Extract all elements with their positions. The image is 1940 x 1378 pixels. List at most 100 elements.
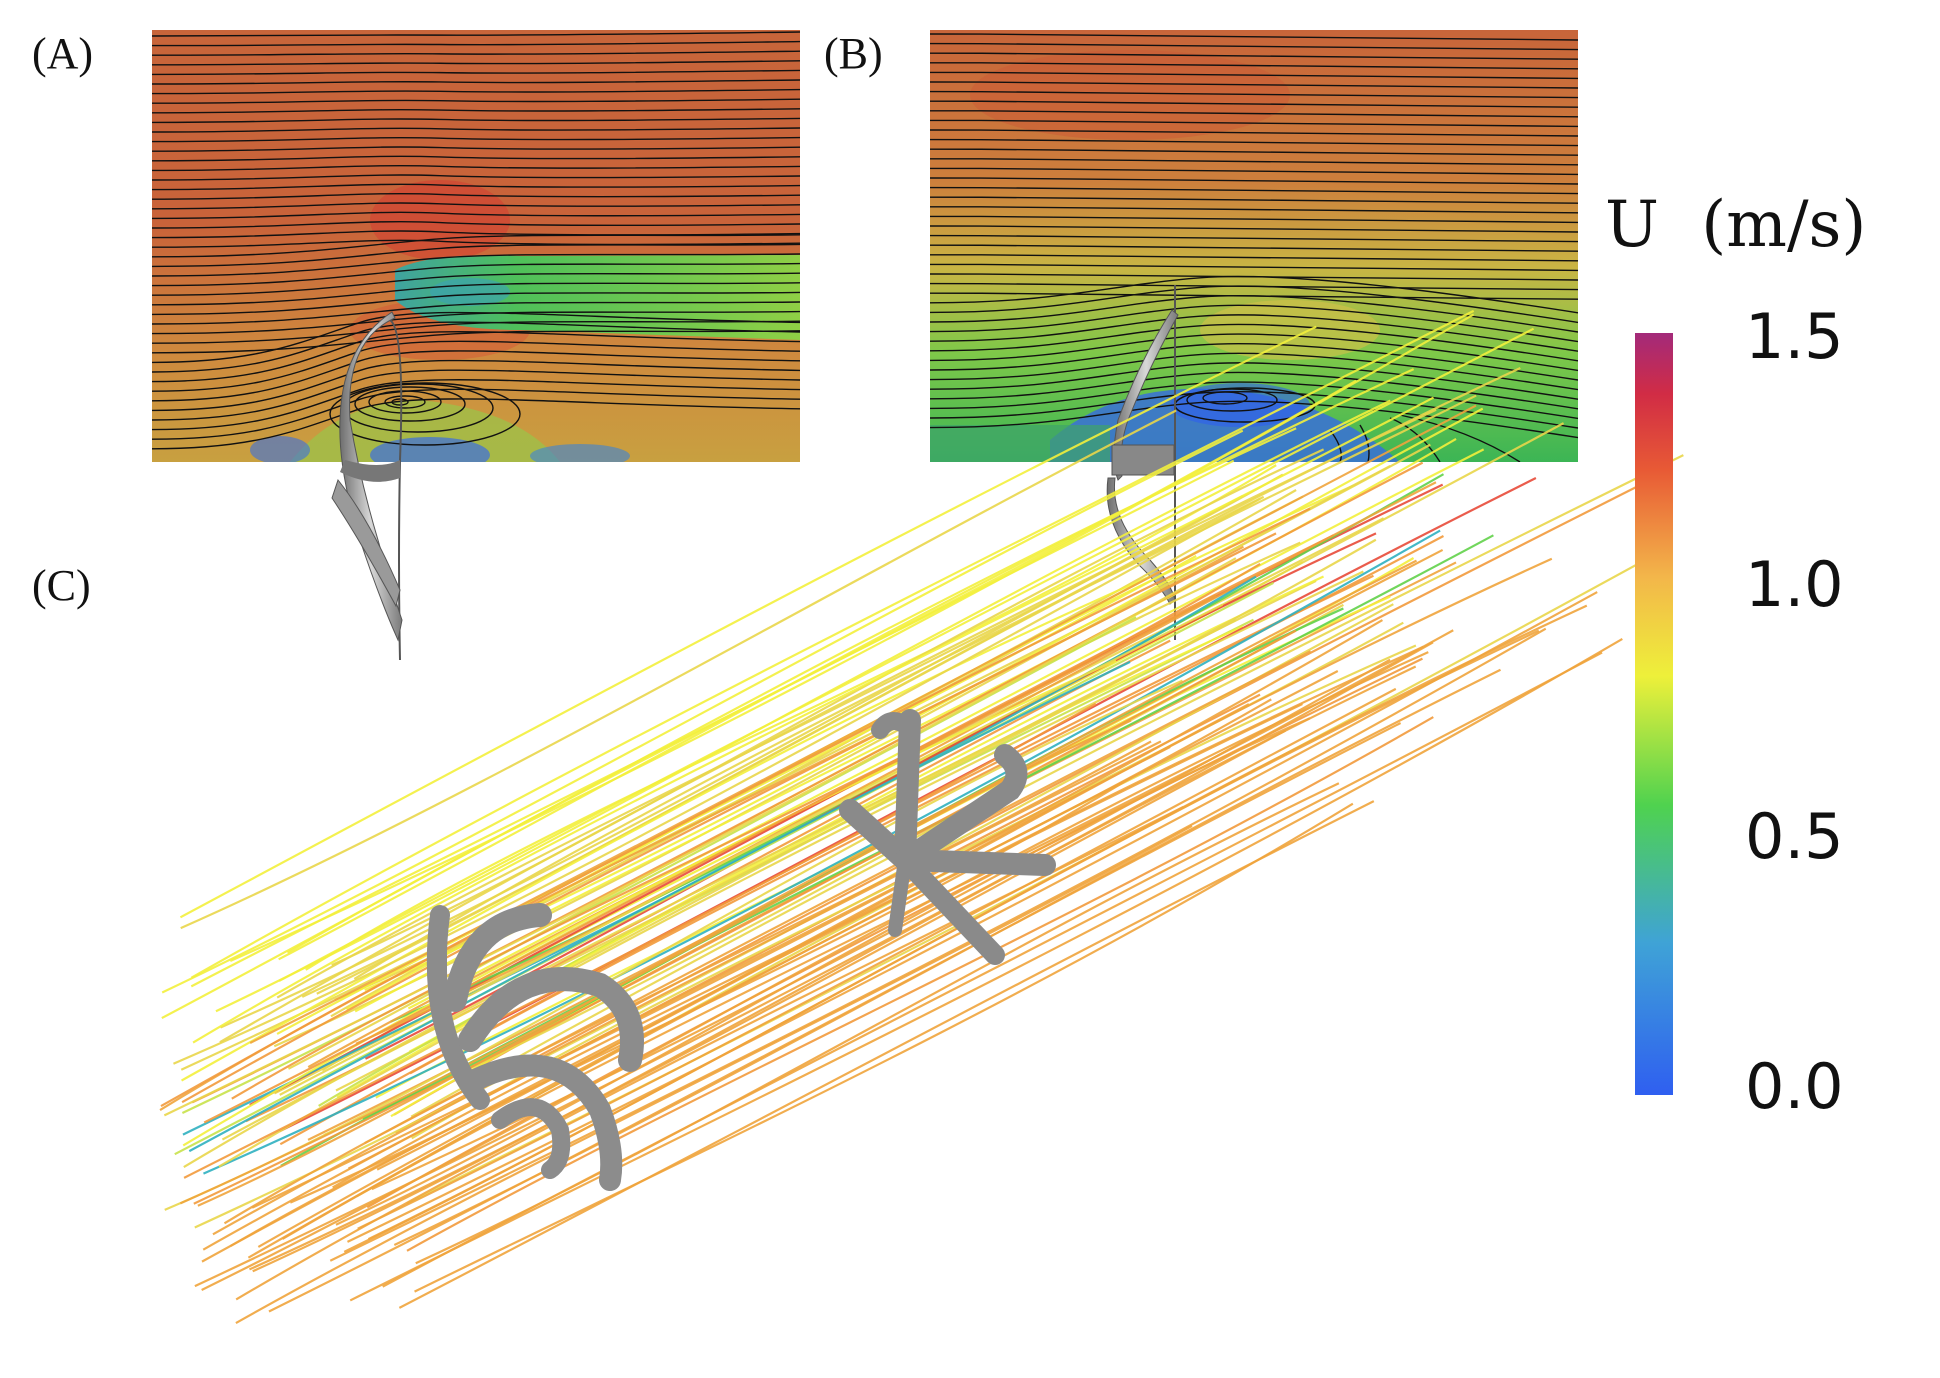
streamline	[930, 100, 1578, 108]
streamline	[278, 327, 1535, 982]
streamline	[152, 136, 800, 143]
streamline	[180, 409, 1177, 930]
streamline	[152, 31, 800, 37]
panel-a-streamlines	[152, 31, 800, 450]
streamline	[930, 81, 1578, 89]
streamline	[152, 146, 800, 152]
streamline	[930, 138, 1578, 147]
streamline	[235, 805, 1184, 1301]
streamline	[930, 254, 1578, 262]
panel-a-field	[152, 30, 800, 462]
streamline	[235, 824, 1193, 1324]
colorbar-title: U (m/s)	[1605, 188, 1866, 262]
streamline	[223, 740, 1152, 1225]
streamline	[219, 408, 1437, 1044]
streamline	[212, 740, 1162, 1236]
streamline	[930, 304, 1578, 343]
colorbar-tick-1-5: 1.5	[1745, 300, 1844, 373]
streamline	[930, 391, 1578, 429]
streamline	[152, 234, 800, 258]
colorbar	[1635, 333, 1673, 1095]
streamline	[152, 243, 800, 268]
streamline	[252, 665, 1417, 1273]
panel-c-pathlines	[159, 309, 1684, 1324]
streamline	[203, 529, 1441, 1175]
streamline	[930, 333, 1578, 372]
streamline	[152, 320, 800, 344]
streamline	[930, 282, 1578, 291]
streamline	[179, 559, 1418, 1205]
streamline	[152, 211, 800, 220]
streamline	[930, 158, 1578, 166]
streamline	[152, 127, 800, 133]
streamline	[335, 717, 1311, 1226]
streamline	[930, 244, 1578, 252]
streamline	[181, 616, 1137, 1114]
panel-label-c: (C)	[32, 561, 91, 610]
streamline	[152, 301, 800, 325]
streamline	[930, 295, 1578, 333]
streamline	[930, 352, 1578, 391]
streamline	[152, 164, 800, 172]
streamline	[152, 174, 800, 181]
streamline	[930, 381, 1578, 420]
colorbar-unit: (m/s)	[1701, 188, 1867, 262]
streamline	[160, 507, 1311, 1108]
streamline	[930, 323, 1578, 362]
streamline	[398, 800, 1375, 1309]
colorbar-tick-0-5: 0.5	[1745, 800, 1844, 873]
streamline	[163, 557, 1237, 1117]
streamline	[930, 285, 1578, 324]
streamline	[181, 572, 1157, 1082]
streamline	[930, 275, 1578, 314]
streamline	[282, 629, 1454, 1240]
streamline	[930, 42, 1578, 51]
streamline	[188, 660, 1131, 1153]
streamline	[193, 629, 1297, 1205]
panel-a-vortex	[329, 382, 521, 446]
streamline	[201, 651, 1429, 1291]
streamline	[152, 369, 800, 421]
streamline	[218, 570, 1364, 1168]
streamline	[930, 186, 1578, 195]
streamline	[182, 659, 1117, 1147]
streamline	[152, 108, 800, 114]
streamline	[152, 79, 800, 85]
streamline	[930, 110, 1578, 118]
streamline	[152, 379, 800, 431]
streamline	[197, 719, 1132, 1207]
streamline	[152, 330, 800, 354]
streamline	[249, 404, 1477, 1044]
streamline	[331, 448, 1325, 967]
streamline	[355, 481, 1437, 1045]
streamline	[930, 129, 1578, 137]
streamline	[220, 494, 1244, 1029]
streamline	[930, 90, 1578, 99]
turbine-a-icon	[331, 311, 403, 661]
streamline	[930, 62, 1578, 70]
streamline	[152, 310, 800, 335]
streamline	[930, 71, 1578, 80]
streamline	[357, 687, 1397, 1230]
streamline	[329, 627, 1547, 1262]
streamline	[343, 629, 1540, 1253]
streamline	[152, 50, 800, 56]
streamline	[930, 343, 1578, 381]
colorbar-variable: U	[1605, 188, 1659, 262]
streamline	[152, 183, 800, 191]
streamline	[346, 591, 1598, 1243]
streamline	[152, 398, 800, 450]
streamline	[152, 350, 800, 402]
streamline	[930, 167, 1578, 176]
streamline	[152, 202, 800, 210]
streamline	[382, 651, 1603, 1288]
streamline	[152, 282, 800, 306]
streamline	[305, 464, 1277, 971]
streamline	[930, 263, 1578, 272]
streamline	[202, 745, 1171, 1251]
streamline	[173, 497, 1261, 1065]
panel-label-a: (A)	[32, 29, 94, 78]
streamline	[930, 206, 1578, 214]
streamline	[152, 311, 800, 364]
streamline	[930, 371, 1578, 410]
